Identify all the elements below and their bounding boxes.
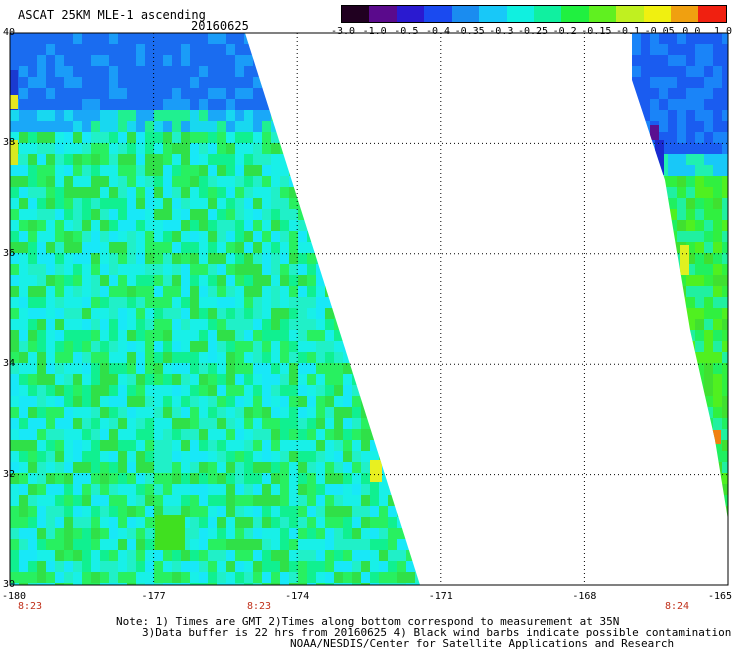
colorbar-swatch — [561, 6, 589, 22]
map-date: 20160625 — [191, 19, 249, 33]
latitude-label: 30 — [3, 579, 16, 590]
longitude-label: -171 — [428, 591, 453, 602]
colorbar-swatch — [479, 6, 507, 22]
colorbar-swatch — [396, 6, 425, 22]
colorbar-swatch — [643, 6, 672, 22]
latitude-label: 32 — [3, 468, 16, 480]
graticule — [10, 33, 728, 585]
colorbar-label: -0.05 — [644, 26, 675, 37]
colorbar-swatch — [424, 6, 452, 22]
swath-right — [632, 33, 728, 520]
colorbar-label: -0.15 — [581, 26, 612, 37]
note-credit: NOAA/NESDIS/Center for Satellite Applica… — [290, 637, 675, 650]
colorbar-swatch — [588, 6, 617, 22]
latitude-label: 40 — [3, 27, 16, 38]
colorbar-label: -0.25 — [517, 26, 549, 37]
longitude-label: -177 — [141, 591, 166, 602]
map-frame — [9, 32, 729, 586]
colorbar — [341, 5, 727, 23]
colorbar-label: -3.0 — [330, 26, 356, 37]
colorbar-label: -1.0 — [362, 26, 387, 37]
time-label: 8:23 — [18, 601, 43, 612]
colorbar-label: -0.1 — [615, 26, 641, 37]
latitude-label: 38 — [3, 137, 16, 149]
colorbar-label: -0.35 — [454, 26, 485, 37]
colorbar-label: -0.4 — [425, 26, 451, 37]
longitude-label: -180 — [1, 591, 27, 602]
colorbar-label: -0.5 — [394, 26, 419, 37]
colorbar-swatch — [533, 6, 562, 22]
colorbar-label: 0.0 — [682, 26, 701, 37]
latitude-label: 34 — [3, 358, 16, 370]
colorbar-label: 1.0 — [713, 26, 733, 37]
colorbar-swatch — [671, 6, 699, 22]
colorbar-swatch — [698, 6, 726, 22]
map-title: ASCAT 25KM MLE-1 ascending — [18, 8, 206, 22]
longitude-label: -168 — [572, 591, 597, 602]
colorbar-swatch — [342, 6, 370, 22]
colorbar-label: -0.2 — [552, 26, 577, 37]
note-line-1: Note: 1) Times are GMT 2)Times along bot… — [116, 615, 620, 628]
colorbar-label: -0.3 — [489, 26, 514, 37]
colorbar-swatch — [451, 6, 480, 22]
colorbar-swatch — [369, 6, 397, 22]
longitude-label: -165 — [707, 591, 733, 602]
longitude-label: -174 — [285, 591, 310, 602]
colorbar-swatch — [616, 6, 644, 22]
colorbar-swatch — [506, 6, 534, 22]
time-label: 8:24 — [665, 601, 690, 612]
latitude-label: 36 — [3, 247, 16, 259]
time-label: 8:23 — [247, 601, 272, 612]
note-line-2: 3)Data buffer is 22 hrs from 20160625 4)… — [142, 626, 732, 639]
swath-left — [10, 33, 420, 585]
